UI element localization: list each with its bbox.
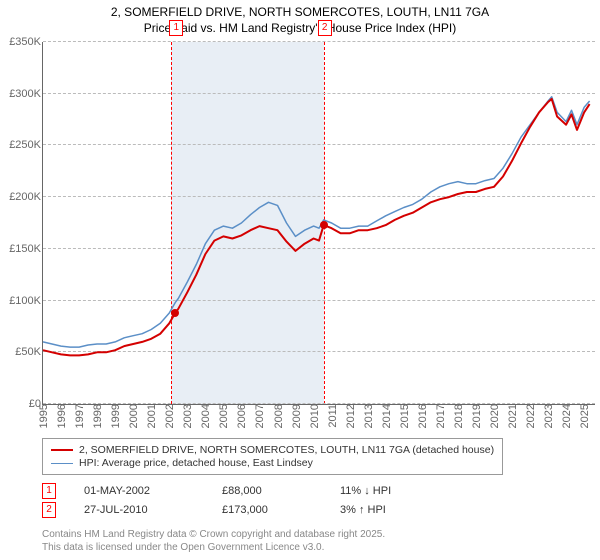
- transaction-row-1: 1 01-MAY-2002 £88,000 11% ↓ HPI: [42, 483, 391, 499]
- x-tick-label: 2017: [433, 404, 447, 428]
- y-tick-label: £50K: [15, 346, 43, 358]
- transaction-price: £88,000: [222, 485, 312, 497]
- title-line2: Price paid vs. HM Land Registry's House …: [0, 20, 600, 36]
- x-tick-label: 2007: [252, 404, 266, 428]
- transaction-price: £173,000: [222, 504, 312, 516]
- transaction-delta: 3% ↑ HPI: [340, 504, 386, 516]
- x-tick-label: 2011: [325, 404, 339, 428]
- x-tick-label: 2003: [180, 404, 194, 428]
- marker-dot-1: [171, 309, 179, 317]
- transaction-delta: 11% ↓ HPI: [340, 485, 391, 497]
- transactions-table: 1 01-MAY-2002 £88,000 11% ↓ HPI 2 27-JUL-2010…: [42, 480, 391, 521]
- x-tick-label: 2015: [397, 404, 411, 428]
- transaction-date: 27-JUL-2010: [84, 504, 194, 516]
- x-tick-label: 2001: [144, 404, 158, 428]
- series-line-hpi: [43, 97, 590, 347]
- copyright-line1: Contains HM Land Registry data © Crown c…: [42, 528, 385, 541]
- y-tick-label: £200K: [9, 191, 43, 203]
- x-tick-label: 2024: [559, 404, 573, 428]
- x-tick-label: 1999: [108, 404, 122, 428]
- x-tick-label: 2010: [307, 404, 321, 428]
- x-tick-label: 1998: [90, 404, 104, 428]
- y-tick-label: £250K: [9, 139, 43, 151]
- x-tick-label: 2002: [162, 404, 176, 428]
- x-tick-label: 2008: [271, 404, 285, 428]
- x-tick-label: 1995: [36, 404, 50, 428]
- x-tick-label: 2016: [415, 404, 429, 428]
- y-tick-label: £300K: [9, 88, 43, 100]
- x-tick-label: 2005: [216, 404, 230, 428]
- y-tick-label: £100K: [9, 295, 43, 307]
- x-tick-label: 2004: [198, 404, 212, 428]
- transaction-date: 01-MAY-2002: [84, 485, 194, 497]
- x-tick-label: 2019: [469, 404, 483, 428]
- transaction-marker: 1: [42, 483, 56, 499]
- legend-swatch-price_paid: [51, 449, 73, 451]
- x-tick-label: 2006: [234, 404, 248, 428]
- legend-row-price_paid: 2, SOMERFIELD DRIVE, NORTH SOMERCOTES, L…: [51, 444, 494, 456]
- copyright-line2: This data is licensed under the Open Gov…: [42, 541, 385, 554]
- marker-number-1: 1: [169, 20, 183, 36]
- transaction-row-2: 2 27-JUL-2010 £173,000 3% ↑ HPI: [42, 502, 391, 518]
- chart-title: 2, SOMERFIELD DRIVE, NORTH SOMERCOTES, L…: [0, 4, 600, 36]
- legend-box: 2, SOMERFIELD DRIVE, NORTH SOMERCOTES, L…: [42, 438, 503, 475]
- x-tick-label: 2023: [541, 404, 555, 428]
- legend-label-hpi: HPI: Average price, detached house, East…: [79, 457, 313, 469]
- legend-label-price_paid: 2, SOMERFIELD DRIVE, NORTH SOMERCOTES, L…: [79, 444, 494, 456]
- x-tick-label: 2009: [289, 404, 303, 428]
- x-tick-label: 2021: [505, 404, 519, 428]
- x-tick-label: 2014: [379, 404, 393, 428]
- legend-row-hpi: HPI: Average price, detached house, East…: [51, 457, 494, 469]
- x-tick-label: 2018: [451, 404, 465, 428]
- x-tick-label: 2013: [361, 404, 375, 428]
- marker-dot-2: [320, 221, 328, 229]
- plot-area: £0£50K£100K£150K£200K£250K£300K£350K1995…: [42, 42, 595, 405]
- legend-swatch-hpi: [51, 463, 73, 464]
- x-tick-label: 1997: [72, 404, 86, 428]
- x-tick-label: 2000: [126, 404, 140, 428]
- x-tick-label: 2025: [577, 404, 591, 428]
- title-line1: 2, SOMERFIELD DRIVE, NORTH SOMERCOTES, L…: [0, 4, 600, 20]
- x-tick-label: 2020: [487, 404, 501, 428]
- x-tick-label: 2022: [523, 404, 537, 428]
- x-tick-label: 1996: [54, 404, 68, 428]
- y-tick-label: £350K: [9, 36, 43, 48]
- x-tick-label: 2012: [343, 404, 357, 428]
- chart-root: 2, SOMERFIELD DRIVE, NORTH SOMERCOTES, L…: [0, 0, 600, 560]
- y-tick-label: £150K: [9, 243, 43, 255]
- transaction-marker: 2: [42, 502, 56, 518]
- copyright-text: Contains HM Land Registry data © Crown c…: [42, 528, 385, 554]
- marker-number-2: 2: [318, 20, 332, 36]
